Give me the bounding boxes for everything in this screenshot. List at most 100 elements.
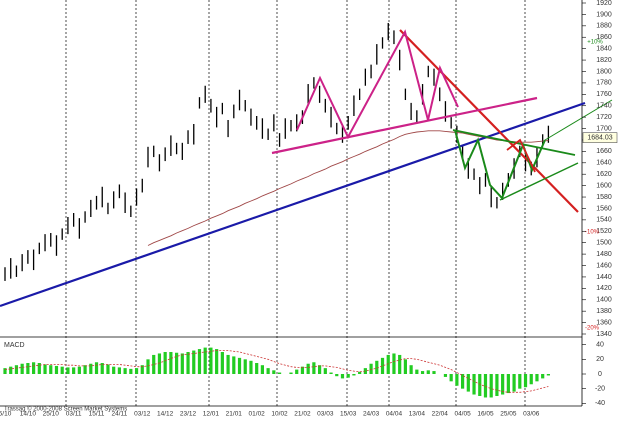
macd-bar: [72, 367, 76, 374]
macd-bar: [312, 362, 316, 374]
x-tick-label: 15/11: [89, 411, 105, 418]
macd-bar: [237, 357, 242, 374]
marks: [3, 22, 550, 398]
macd-bar: [249, 360, 253, 374]
macd-bar: [37, 363, 41, 374]
macd-bar: [266, 368, 270, 374]
x-tick-label: 16/05: [477, 411, 494, 418]
moving-average: [147, 130, 549, 246]
macd-bar: [140, 365, 144, 374]
macd-bar: [123, 368, 127, 374]
x-tick-label: 23/12: [180, 411, 197, 418]
trendlines: [0, 29, 613, 308]
macd-bar: [66, 367, 70, 374]
x-tick-label: 24/03: [363, 411, 380, 418]
macd-bar: [541, 374, 545, 379]
macd-bar: [277, 372, 282, 374]
macd-bar: [420, 371, 425, 374]
footer: Trassag © 2000-2008 Screen Market System…: [4, 406, 127, 413]
macd-bar: [335, 374, 339, 377]
macd-bar: [175, 352, 179, 374]
macd-bar: [478, 374, 482, 396]
y-tick-label: 1900: [596, 11, 612, 18]
macd-bar: [152, 354, 156, 374]
macd-bar: [466, 374, 470, 392]
macd-bar: [426, 370, 430, 374]
macd-bar: [398, 354, 402, 374]
annotation: +10%: [587, 40, 603, 46]
macd-bar: [100, 363, 104, 374]
y-tick-label: 1920: [596, 0, 612, 7]
x-tick-label: 5/10: [0, 411, 12, 418]
macd-bar: [461, 374, 465, 389]
macd-bar: [197, 349, 202, 374]
y-tick-label: 1460: [596, 262, 612, 269]
macd-bar: [215, 349, 219, 374]
macd-bar: [501, 374, 505, 395]
x-tick-label: 21/02: [294, 411, 311, 418]
macd-bar: [186, 352, 190, 374]
y-tick-label: 1780: [596, 80, 612, 87]
macd-bar: [94, 362, 99, 374]
x-tick-label: 15/03: [340, 411, 357, 418]
macd-bar: [323, 368, 327, 374]
macd-bar: [220, 352, 224, 374]
macd-bar: [117, 367, 121, 374]
macd-bar: [340, 374, 345, 379]
macd-bar: [432, 371, 436, 374]
macd-bar: [472, 374, 476, 395]
y-tick-label: 1580: [596, 194, 612, 201]
y-tick-label: 1620: [596, 171, 612, 178]
y-tick-label: 1720: [596, 114, 612, 121]
y-tick-label: 1480: [596, 251, 612, 258]
macd-bar: [146, 359, 150, 374]
macd-bar: [192, 350, 196, 374]
macd-bar: [289, 372, 293, 374]
macd-bar: [209, 347, 213, 374]
y-tick-label: 0: [598, 371, 602, 378]
macd-bar: [523, 374, 528, 388]
macd-bar: [300, 366, 305, 374]
macd-bar: [112, 366, 116, 374]
y-tick-label: 1420: [596, 285, 612, 292]
macd-bar: [203, 347, 207, 374]
y-tick-label: 1800: [596, 68, 612, 75]
macd-bar: [295, 369, 299, 374]
macd-bar: [60, 366, 64, 374]
y-tick-label: 1340: [596, 331, 612, 338]
y-tick-label: 1740: [596, 103, 612, 110]
y-tick-label: 1700: [596, 125, 612, 132]
y-tick-label: -40: [595, 400, 605, 407]
y-tick-label: 1560: [596, 205, 612, 212]
y-tick-label: 1880: [596, 23, 612, 30]
macd-bar: [226, 354, 230, 374]
y-tick-label: 1640: [596, 160, 612, 167]
macd-bar: [449, 374, 453, 382]
macd-bar: [20, 363, 24, 374]
macd-bar: [169, 352, 173, 374]
y-tick-label: 1840: [596, 45, 612, 52]
x-tick-label: 03/12: [134, 411, 151, 418]
x-tick-label: 14/10: [20, 411, 37, 418]
annotation: -10%: [585, 230, 600, 236]
macd-bar: [49, 365, 53, 374]
annotation: -20%: [585, 326, 600, 332]
macd-bar: [255, 363, 259, 374]
x-tick-label: 03/06: [523, 411, 540, 418]
macd-bar: [455, 374, 459, 386]
y-tick-label: 1860: [596, 34, 612, 41]
macd-bar: [369, 363, 373, 374]
x-tick-label: 22/04: [432, 411, 449, 418]
y-tick-label: 1500: [596, 240, 612, 247]
macd-title: MACD: [4, 342, 25, 349]
y-tick-label: 1520: [596, 228, 612, 235]
macd-bar: [329, 372, 333, 374]
macd-bar: [106, 364, 110, 374]
macd-bar: [483, 374, 488, 398]
macd-bar: [157, 353, 162, 374]
macd-bar: [546, 374, 550, 376]
macd-bar: [380, 357, 385, 374]
macd-bar: [535, 374, 539, 382]
macd-bar: [32, 362, 36, 374]
